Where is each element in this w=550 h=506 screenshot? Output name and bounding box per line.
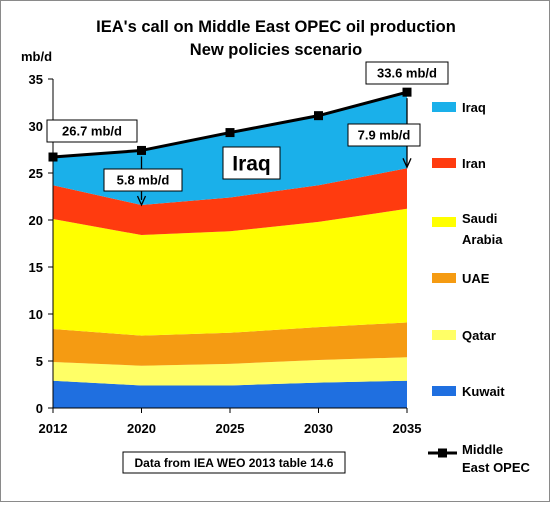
- annotation-iraq-label-box: [222, 146, 281, 180]
- area-iran: [53, 168, 407, 236]
- y-tick-label: 10: [29, 307, 43, 322]
- y-tick-label: 35: [29, 72, 43, 87]
- annotation-start-total-box: [46, 119, 138, 143]
- y-tick-label: 25: [29, 166, 43, 181]
- legend: Iraq Iran Saudi Arabia UAE Qatar Kuwait Middle E…: [428, 100, 531, 475]
- legend-label-qatar: Qatar: [462, 328, 496, 343]
- annotation-end-total-box: [365, 61, 449, 85]
- legend-swatch-saudi-arabia: [432, 217, 456, 227]
- x-tick-label: 2020: [127, 421, 156, 436]
- legend-swatch-kuwait: [432, 386, 456, 396]
- total-series-marker: [314, 111, 323, 121]
- y-axis-label: mb/d: [21, 49, 52, 64]
- annotation-iraq-2020-box: [103, 168, 183, 192]
- legend-label-iran: Iran: [462, 156, 486, 171]
- total-series-marker: [48, 152, 58, 162]
- arrow-iraq-2020-head: [136, 195, 147, 207]
- area-kuwait: [53, 380, 407, 408]
- x-tick-label: 2035: [393, 421, 422, 436]
- legend-label-middle-east-opec-line1: Middle: [462, 442, 503, 457]
- x-tick-label: 2025: [216, 421, 245, 436]
- annotation-iraq-2020: 5.8 mb/d: [117, 173, 170, 188]
- area-uae: [53, 322, 407, 366]
- annotation-iraq-2035: 7.9 mb/d: [358, 128, 411, 143]
- legend-label-iraq: Iraq: [462, 100, 486, 115]
- x-tick-label: 2012: [39, 421, 68, 436]
- total-series-marker: [402, 87, 412, 97]
- legend-swatch-iran: [432, 158, 456, 168]
- legend-label-saudi-arabia-line2: Arabia: [462, 232, 503, 247]
- legend-marker-middle-east-opec: [438, 448, 447, 458]
- chart-subtitle: New policies scenario: [190, 41, 362, 59]
- total-series-marker: [225, 128, 235, 138]
- legend-swatch-uae: [432, 273, 456, 283]
- source-box: [122, 451, 346, 474]
- total-series-marker: [137, 145, 146, 155]
- legend-label-uae: UAE: [462, 271, 490, 286]
- legend-label-saudi-arabia-line1: Saudi: [462, 211, 497, 226]
- legend-swatch-qatar: [432, 330, 456, 340]
- total-line-group: [48, 87, 412, 162]
- area-saudi-arabia: [53, 208, 407, 336]
- annotation-iraq-2035-box: [347, 123, 421, 147]
- y-tick-label: 5: [36, 354, 43, 369]
- legend-label-middle-east-opec-line2: East OPEC: [462, 460, 531, 475]
- area-qatar: [53, 357, 407, 386]
- source-note: Data from IEA WEO 2013 table 14.6: [135, 456, 334, 470]
- y-tick-label: 20: [29, 213, 43, 228]
- y-tick-label: 15: [29, 260, 43, 275]
- arrow-iraq-2035-head: [402, 158, 412, 169]
- x-tick-label: 2030: [304, 421, 333, 436]
- annotations: 26.7 mb/d 33.6 mb/d 5.8 mb/d 7.9 mb/d Iraq: [46, 61, 449, 207]
- legend-swatch-iraq: [432, 102, 456, 112]
- chart-title: IEA's call on Middle East OPEC oil produ…: [96, 18, 456, 36]
- y-tick-label: 0: [36, 401, 43, 416]
- legend-label-kuwait: Kuwait: [462, 384, 505, 399]
- annotation-start-total: 26.7 mb/d: [62, 124, 122, 139]
- annotation-end-total: 33.6 mb/d: [377, 66, 437, 81]
- y-tick-label: 30: [29, 119, 43, 134]
- annotation-iraq-label: Iraq: [232, 153, 271, 176]
